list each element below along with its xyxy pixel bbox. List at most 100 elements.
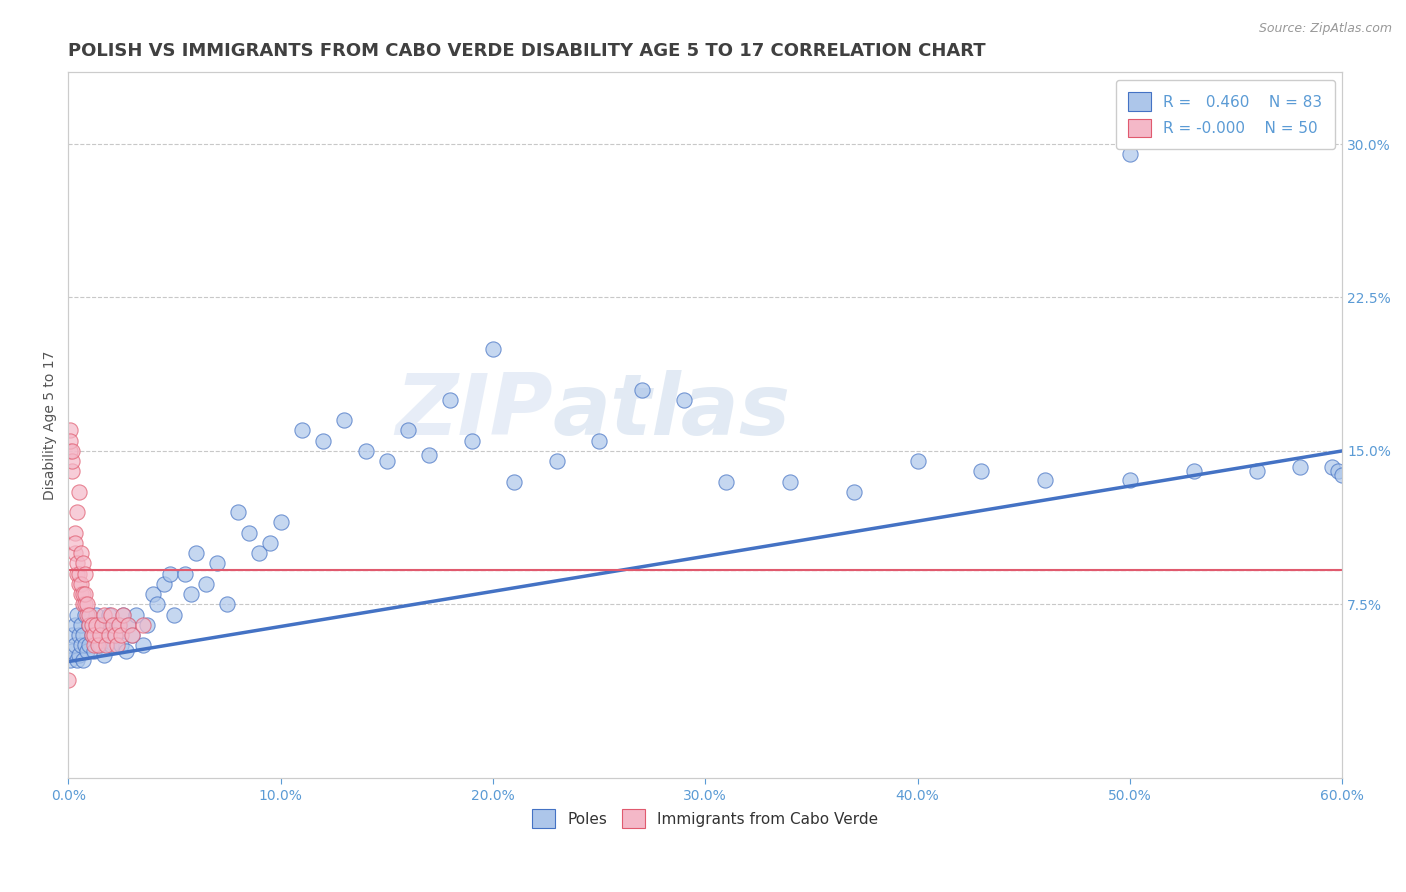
Point (180, 587, 202, 601)
Point (83, 628, 105, 642)
Point (247, 546, 270, 560)
Point (84, 607, 107, 622)
Point (779, 475, 801, 489)
Point (89, 628, 111, 642)
Point (93, 607, 115, 622)
Point (1320, 460, 1343, 475)
Point (108, 617, 131, 632)
Point (96, 617, 118, 632)
Point (75, 607, 97, 622)
Point (72, 587, 94, 601)
Legend: Poles, Immigrants from Cabo Verde: Poles, Immigrants from Cabo Verde (526, 803, 884, 834)
Point (1331, 468, 1354, 483)
Point (72, 557, 94, 571)
Point (108, 617, 131, 632)
Point (333, 413, 356, 427)
Point (101, 617, 124, 632)
Point (76, 607, 98, 622)
Point (59, 652, 82, 666)
Point (97, 628, 120, 642)
Point (79, 617, 101, 632)
Point (70, 546, 93, 560)
Point (70, 617, 93, 632)
Point (76, 644, 98, 658)
Point (63, 546, 86, 560)
Point (159, 566, 181, 581)
Point (67, 577, 90, 591)
Point (238, 525, 260, 540)
Point (66, 557, 89, 571)
Point (546, 454, 568, 468)
Point (100, 607, 122, 622)
Point (70, 638, 93, 652)
Point (503, 475, 526, 489)
Point (1119, 473, 1142, 487)
Point (79, 607, 101, 622)
Point (63, 536, 86, 550)
Point (1246, 464, 1268, 478)
Point (460, 434, 482, 448)
Point (131, 617, 153, 632)
Point (66, 505, 89, 519)
Text: POLISH VS IMMIGRANTS FROM CABO VERDE DISABILITY AGE 5 TO 17 CORRELATION CHART: POLISH VS IMMIGRANTS FROM CABO VERDE DIS… (69, 42, 986, 60)
Point (63, 617, 86, 632)
Point (396, 424, 419, 438)
Point (1033, 473, 1056, 487)
Point (217, 598, 239, 612)
Point (72, 628, 94, 642)
Point (63, 638, 86, 652)
Point (375, 454, 398, 468)
Point (67, 484, 90, 499)
Point (135, 617, 157, 632)
Point (588, 434, 610, 448)
Point (62, 464, 84, 478)
Point (72, 652, 94, 666)
Point (75, 566, 97, 581)
Point (66, 607, 89, 622)
Point (80, 628, 103, 642)
Point (1119, 147, 1142, 161)
Point (80, 628, 103, 642)
Point (114, 644, 136, 658)
Point (226, 505, 249, 519)
Y-axis label: Disability Age 5 to 17: Disability Age 5 to 17 (44, 351, 58, 500)
Point (83, 638, 105, 652)
Point (131, 638, 153, 652)
Point (1182, 464, 1205, 478)
Point (63, 525, 86, 540)
Point (100, 638, 122, 652)
Point (87, 617, 110, 632)
Point (842, 484, 865, 499)
Point (163, 607, 186, 622)
Point (84, 617, 107, 632)
Point (146, 598, 169, 612)
Point (62, 454, 84, 468)
Point (87, 638, 110, 652)
Point (174, 566, 197, 581)
Point (58, 673, 80, 687)
Point (121, 628, 143, 642)
Point (70, 587, 93, 601)
Point (716, 475, 738, 489)
Point (312, 434, 335, 448)
Point (67, 628, 90, 642)
Point (76, 598, 98, 612)
Point (354, 443, 377, 458)
Point (91, 628, 114, 642)
Point (291, 424, 314, 438)
Point (75, 587, 97, 601)
Point (67, 566, 90, 581)
Point (1327, 464, 1350, 478)
Point (439, 392, 461, 407)
Point (117, 617, 139, 632)
Text: ZIP: ZIP (395, 369, 553, 453)
Point (89, 638, 111, 652)
Point (110, 638, 132, 652)
Point (105, 638, 128, 652)
Point (418, 448, 440, 462)
Point (80, 617, 103, 632)
Point (672, 392, 695, 407)
Point (112, 607, 135, 622)
Point (59, 424, 82, 438)
Point (270, 516, 292, 530)
